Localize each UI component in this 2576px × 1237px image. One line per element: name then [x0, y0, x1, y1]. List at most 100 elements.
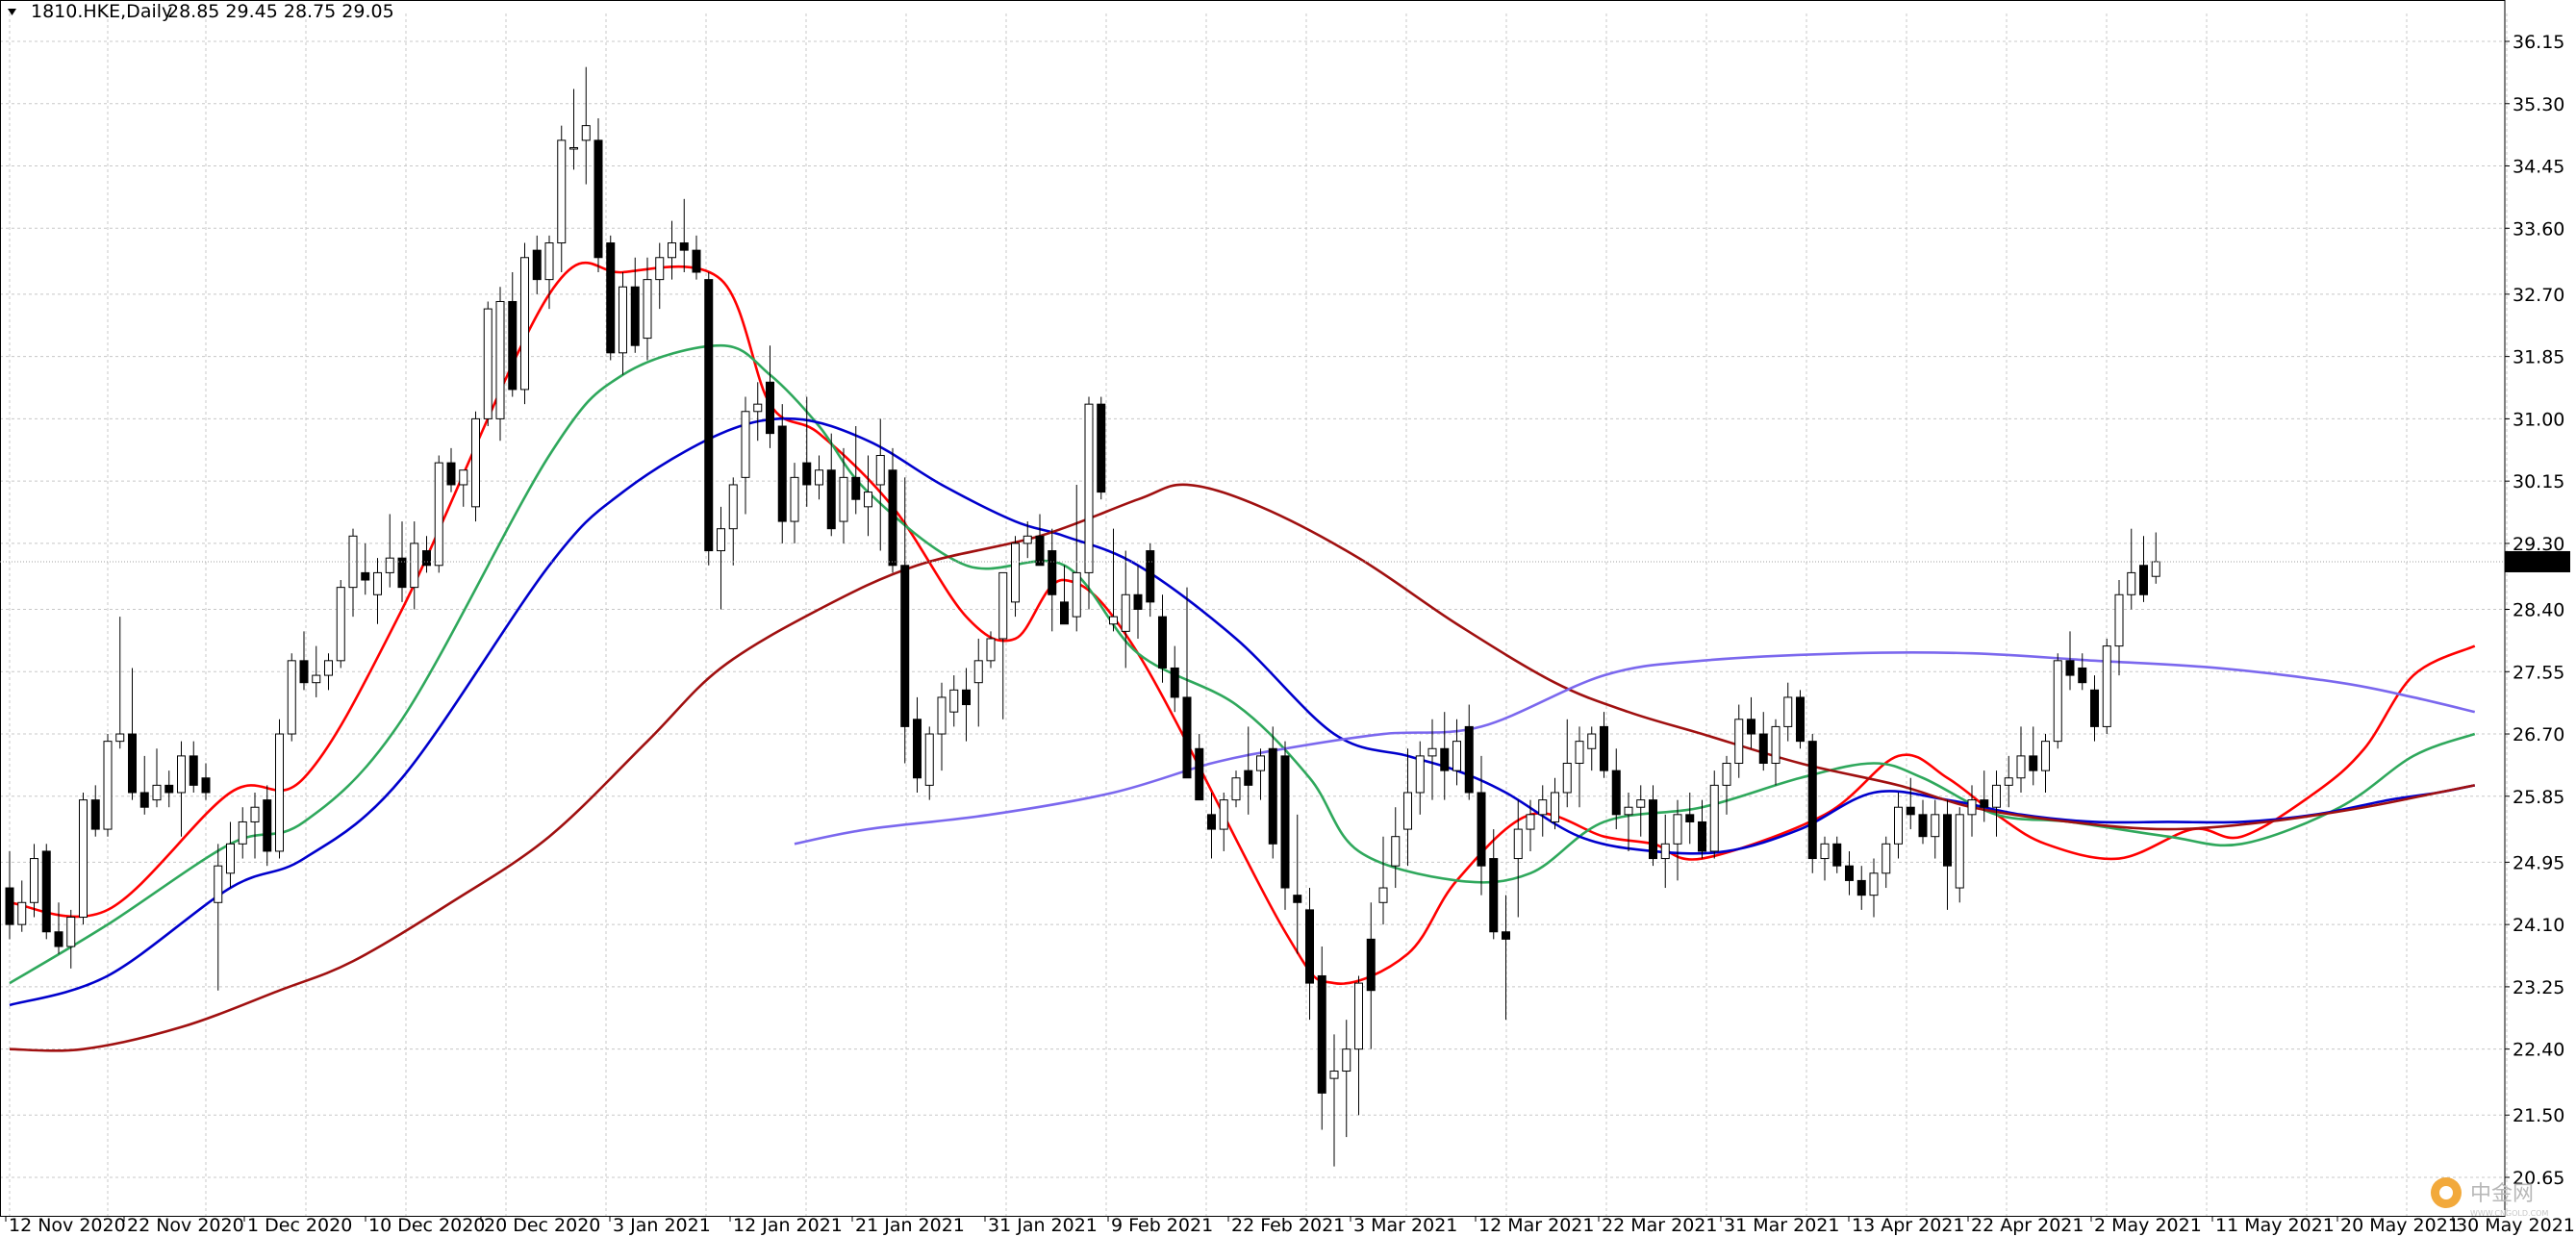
x-tick-label: 21 Jan 2021: [855, 1215, 965, 1236]
candle: [913, 696, 922, 793]
candle: [1244, 726, 1253, 815]
candle: [41, 844, 51, 940]
candle-body-down: [777, 425, 787, 522]
candle: [1906, 777, 1915, 830]
candle: [1943, 799, 1952, 910]
candle: [238, 807, 247, 859]
candle: [201, 763, 211, 800]
candle-body-down: [189, 755, 198, 786]
candle: [2102, 638, 2111, 735]
candle-body-up: [569, 146, 578, 150]
candle-body-up: [152, 784, 162, 801]
candle: [1575, 726, 1584, 808]
candle: [1820, 836, 1830, 881]
candle: [1869, 858, 1879, 918]
candle-body-down: [1747, 719, 1755, 735]
candle: [1097, 396, 1106, 500]
candle: [90, 785, 100, 837]
x-tick-label: 12 Jan 2021: [733, 1215, 843, 1236]
watermark-text: 中金网: [2470, 1182, 2534, 1206]
candle-body-up: [1121, 593, 1130, 632]
candle: [1366, 902, 1376, 1049]
candle: [275, 719, 284, 859]
candle: [1967, 785, 1977, 837]
candle: [336, 580, 345, 669]
candle-body-up: [1771, 725, 1780, 765]
x-tick-label: 12 Mar 2021: [1478, 1215, 1594, 1236]
candle: [1170, 645, 1179, 713]
candle-body-up: [1881, 843, 1891, 874]
candle: [1219, 792, 1228, 851]
candle: [299, 631, 309, 691]
candle: [189, 741, 198, 793]
candle-body-down: [1133, 593, 1143, 611]
candle-body-down: [1611, 770, 1621, 816]
candle: [2041, 734, 2050, 793]
candle: [998, 571, 1008, 719]
candle: [508, 272, 518, 397]
candle-body-up: [471, 417, 480, 508]
candle-body-down: [1600, 725, 1608, 771]
candle-body-up: [287, 660, 296, 735]
candle-body-up: [998, 571, 1008, 640]
candle: [655, 242, 665, 310]
x-tick-label: 3 Jan 2021: [613, 1215, 711, 1236]
candle: [875, 418, 885, 551]
candle: [1955, 807, 1964, 903]
dropdown-triangle-icon[interactable]: [8, 9, 16, 15]
candle: [483, 301, 492, 427]
candle-body-up: [1391, 836, 1401, 867]
candle: [1747, 696, 1755, 749]
candle-body-down: [1807, 741, 1817, 860]
candle: [532, 235, 542, 294]
candle: [103, 734, 113, 837]
candle: [753, 382, 763, 442]
candle-body-up: [2151, 561, 2160, 577]
candle-body-up: [2053, 660, 2062, 743]
candle: [17, 880, 27, 932]
candle: [1881, 836, 1891, 889]
x-tick-label: 3 Mar 2021: [1353, 1215, 1457, 1236]
candle: [287, 653, 296, 742]
candle: [2029, 726, 2038, 786]
candle-body-up: [544, 242, 554, 281]
candle-body-down: [1048, 550, 1057, 595]
x-tick-label: 2 May 2021: [2094, 1215, 2202, 1236]
candle-body-up: [1427, 747, 1437, 757]
candle-body-up: [1820, 843, 1830, 860]
candle-body-up: [1219, 799, 1228, 830]
candle: [1587, 726, 1597, 771]
candle-body-up: [1354, 982, 1363, 1050]
candle-body-up: [1342, 1048, 1351, 1073]
candle: [5, 850, 14, 940]
candle-body-up: [1231, 777, 1241, 801]
candle: [1391, 807, 1401, 889]
candle-body-up: [1538, 799, 1548, 816]
candle-body-down: [1195, 747, 1204, 801]
candle-body-down: [1796, 696, 1805, 743]
candle: [692, 235, 701, 280]
x-tick-label: 13 Apr 2021: [1852, 1215, 1964, 1236]
candle-body-up: [753, 403, 763, 413]
candle-body-up: [717, 528, 725, 552]
y-tick-label: 32.70: [2513, 285, 2564, 306]
candle: [1293, 814, 1302, 954]
candle-body-up: [924, 733, 934, 786]
candle: [717, 506, 725, 610]
candle-body-down: [1477, 792, 1486, 867]
candle-body-up: [557, 139, 567, 244]
candle: [924, 726, 934, 800]
candle-body-up: [1869, 872, 1879, 896]
candle-body-down: [606, 242, 616, 354]
candle-body-down: [1464, 725, 1474, 794]
candle-body-up: [2004, 777, 2013, 786]
candle: [1072, 484, 1081, 632]
candle: [1513, 799, 1523, 918]
candle-body-up: [1636, 799, 1646, 808]
y-tick-label: 21.50: [2513, 1105, 2564, 1126]
candle-body-up: [973, 660, 983, 684]
candle: [1660, 814, 1670, 889]
chart-header[interactable]: 1810.HKE,Daily 28.85 29.45 28.75 29.05: [8, 1, 394, 22]
moving-average-line-4: [9, 483, 2476, 1052]
